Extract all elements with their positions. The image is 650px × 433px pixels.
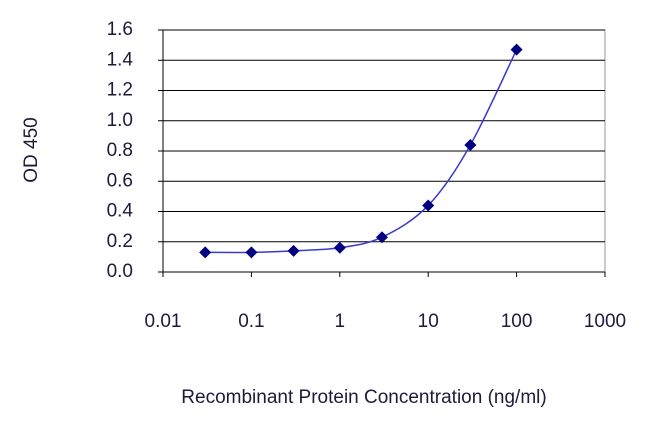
x-tick-label: 10: [418, 311, 439, 332]
y-tick-label: 0.0: [107, 261, 133, 282]
data-point: [464, 138, 477, 151]
y-tick-label: 0.6: [107, 170, 133, 191]
x-axis-label: Recombinant Protein Concentration (ng/ml…: [181, 387, 546, 408]
data-point: [199, 246, 212, 259]
x-tick-label: 1000: [584, 311, 626, 332]
data-point: [375, 231, 388, 244]
x-tick-label: 100: [501, 311, 533, 332]
data-point: [333, 241, 346, 254]
y-tick-label: 1.6: [107, 19, 133, 40]
data-point: [510, 43, 523, 56]
y-axis-label: OD 450: [21, 117, 42, 182]
y-tick-label: 0.4: [107, 201, 134, 222]
y-tick-label: 0.2: [107, 231, 133, 252]
y-tick-label: 1.4: [107, 49, 134, 70]
y-tick-label: 0.8: [107, 140, 133, 161]
y-tick-label: 1.0: [107, 110, 133, 131]
x-tick-label: 1: [335, 311, 346, 332]
y-tick-label: 1.2: [107, 80, 133, 101]
x-tick-label: 0.1: [238, 311, 264, 332]
data-point: [287, 244, 300, 257]
data-point: [422, 199, 435, 212]
x-tick-label: 0.01: [145, 311, 182, 332]
data-point: [245, 246, 258, 259]
